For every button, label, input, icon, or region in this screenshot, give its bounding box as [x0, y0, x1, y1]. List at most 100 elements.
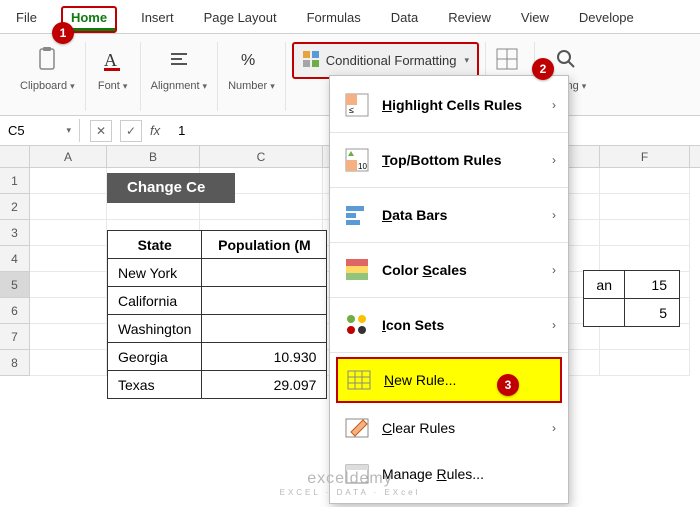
menu-item-top-bottom-rules[interactable]: 10Top/Bottom Rules›	[330, 137, 568, 183]
cell[interactable]	[30, 272, 107, 298]
row-header[interactable]: 6	[0, 298, 30, 324]
cr-icon	[344, 415, 370, 441]
name-box[interactable]: C5▾	[0, 119, 80, 142]
table-cell[interactable]: Georgia	[108, 343, 202, 371]
row-header[interactable]: 8	[0, 350, 30, 376]
column-header[interactable]: B	[107, 146, 200, 167]
tab-insert[interactable]: Insert	[135, 6, 180, 33]
menu-item-label: Color Scales	[382, 262, 467, 278]
cell[interactable]	[30, 220, 107, 246]
callout-badge: 2	[532, 58, 554, 80]
cancel-formula-icon[interactable]: ✕	[90, 120, 112, 142]
cf-label: Conditional Formatting	[326, 53, 457, 68]
row-header[interactable]: 5	[0, 272, 30, 298]
db-icon	[344, 202, 370, 228]
group-label: Alignment	[151, 80, 200, 92]
table-cell[interactable]	[202, 315, 327, 343]
row-header[interactable]: 3	[0, 220, 30, 246]
group-label: Clipboard	[20, 80, 67, 92]
cell[interactable]	[30, 324, 107, 350]
table-cell[interactable]: California	[108, 287, 202, 315]
table-header: State	[108, 231, 202, 259]
menu-item-label: New Rule...	[384, 372, 456, 388]
data-table: State Population (M New YorkCaliforniaWa…	[107, 230, 327, 399]
tab-file[interactable]: File	[10, 6, 43, 33]
font-icon: A	[96, 42, 130, 76]
tab-page-layout[interactable]: Page Layout	[198, 6, 283, 33]
svg-text:%: %	[241, 52, 255, 69]
number-icon: %	[234, 42, 268, 76]
cf-icon	[302, 50, 320, 71]
select-all-corner[interactable]	[0, 146, 30, 167]
table-cell[interactable]	[202, 259, 327, 287]
table-cell[interactable]: Washington	[108, 315, 202, 343]
formula-value[interactable]: 1	[168, 123, 185, 138]
column-header[interactable]: C	[200, 146, 323, 167]
table-cell[interactable]: 29.097	[202, 371, 327, 399]
right-table: an155	[583, 270, 680, 327]
menu-item-manage-rules-[interactable]: Manage Rules...	[330, 451, 568, 497]
cell[interactable]	[30, 350, 107, 376]
cell[interactable]	[600, 324, 690, 350]
chevron-right-icon: ›	[552, 263, 556, 277]
group-label: Font	[98, 80, 120, 92]
fx-icon[interactable]: fx	[150, 123, 160, 138]
nr-icon	[346, 367, 372, 393]
row-header[interactable]: 1	[0, 168, 30, 194]
menu-item-label: Icon Sets	[382, 317, 444, 333]
column-header[interactable]: F	[600, 146, 690, 167]
callout-badge: 1	[52, 22, 74, 44]
menu-item-color-scales[interactable]: Color Scales ›	[330, 247, 568, 293]
chevron-right-icon: ›	[552, 98, 556, 112]
menu-item-highlight-cells-rules[interactable]: ≤Highlight Cells Rules›	[330, 82, 568, 128]
ribbon-tabs: FileHomeInsertPage LayoutFormulasDataRev…	[0, 0, 700, 34]
cell[interactable]	[30, 246, 107, 272]
cell[interactable]	[600, 350, 690, 376]
menu-item-label: Highlight Cells Rules	[382, 97, 522, 113]
group-clipboard[interactable]: Clipboard▾	[10, 42, 86, 111]
name-box-value: C5	[8, 123, 25, 138]
cell[interactable]	[600, 194, 690, 220]
tab-data[interactable]: Data	[385, 6, 424, 33]
tab-formulas[interactable]: Formulas	[301, 6, 367, 33]
table-cell[interactable]	[202, 287, 327, 315]
cell[interactable]	[600, 220, 690, 246]
table-cell[interactable]: 5	[625, 299, 680, 327]
table-cell[interactable]: New York	[108, 259, 202, 287]
accept-formula-icon[interactable]: ✓	[120, 120, 142, 142]
menu-item-icon-sets[interactable]: Icon Sets›	[330, 302, 568, 348]
tab-view[interactable]: View	[515, 6, 555, 33]
table-cell[interactable]: an	[584, 271, 625, 299]
menu-item-data-bars[interactable]: Data Bars›	[330, 192, 568, 238]
mr-icon	[344, 461, 370, 487]
group-number[interactable]: % Number▾	[218, 42, 286, 111]
conditional-formatting-button[interactable]: Conditional Formatting ▾	[292, 42, 479, 79]
tab-review[interactable]: Review	[442, 6, 497, 33]
cell[interactable]	[600, 168, 690, 194]
cell[interactable]	[30, 194, 107, 220]
cell[interactable]	[30, 168, 107, 194]
callout-badge: 3	[497, 374, 519, 396]
column-header[interactable]: A	[30, 146, 107, 167]
cell[interactable]	[30, 298, 107, 324]
table-cell[interactable]: 10.930	[202, 343, 327, 371]
menu-item-new-rule-[interactable]: New Rule...	[336, 357, 562, 403]
row-header[interactable]: 7	[0, 324, 30, 350]
table-cell[interactable]: Texas	[108, 371, 202, 399]
clipboard-icon	[30, 42, 64, 76]
group-font[interactable]: A Font▾	[86, 42, 141, 111]
menu-item-clear-rules[interactable]: Clear Rules›	[330, 405, 568, 451]
table-cell[interactable]: 15	[625, 271, 680, 299]
chevron-right-icon: ›	[552, 153, 556, 167]
group-alignment[interactable]: Alignment▾	[141, 42, 218, 111]
table-cell[interactable]	[584, 299, 625, 327]
menu-item-label: Clear Rules	[382, 420, 455, 436]
cell[interactable]	[600, 246, 690, 272]
menu-item-label: Manage Rules...	[382, 466, 484, 482]
tab-develope[interactable]: Develope	[573, 6, 640, 33]
row-header[interactable]: 4	[0, 246, 30, 272]
conditional-formatting-menu: ≤Highlight Cells Rules›10Top/Bottom Rule…	[329, 75, 569, 504]
group-label: Number	[228, 80, 267, 92]
is-icon	[344, 312, 370, 338]
row-header[interactable]: 2	[0, 194, 30, 220]
